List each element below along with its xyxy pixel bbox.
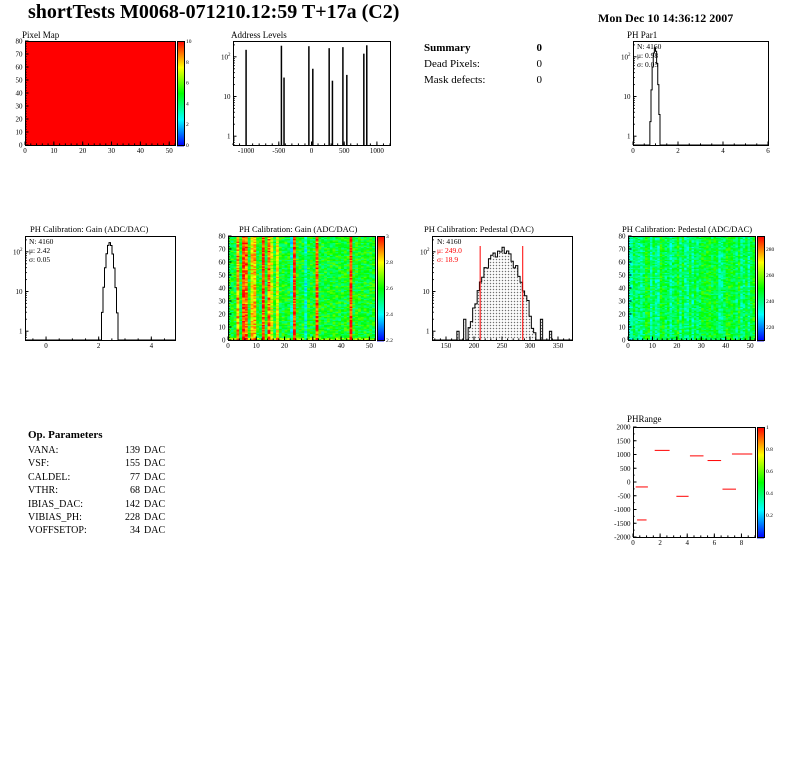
ph-par1-stats: N: 4160 μ: 0.98 σ: 0.05 bbox=[637, 42, 661, 69]
stat-entries: N: 4160 bbox=[637, 42, 662, 51]
pixel-map-heatmap bbox=[8, 37, 204, 156]
summary-value: 0 bbox=[536, 42, 543, 54]
pixel-map-title: Pixel Map bbox=[22, 30, 60, 40]
summary-row-value: 0 bbox=[536, 58, 543, 70]
summary-row: Mask defects: 0 bbox=[424, 74, 546, 90]
gain-heatmap bbox=[212, 232, 398, 351]
op-parameter-value: 139 bbox=[125, 445, 140, 456]
op-parameter-row: IBIAS_DAC: 142 DAC bbox=[28, 499, 178, 512]
stat-sigma: σ: 18.9 bbox=[437, 255, 459, 264]
stat-mean: μ: 2.42 bbox=[29, 246, 51, 255]
op-parameter-unit: DAC bbox=[144, 485, 166, 497]
gain-map-title: PH Calibration: Gain (ADC/DAC) bbox=[239, 224, 358, 234]
summary-row-value: 0 bbox=[536, 74, 543, 86]
op-parameter-label: VOFFSETOP: bbox=[28, 525, 87, 537]
stat-entries: N: 4160 bbox=[29, 237, 54, 246]
op-parameter-unit: DAC bbox=[144, 471, 166, 483]
timestamp: Mon Dec 10 14:36:12 2007 bbox=[598, 11, 734, 25]
pedestal-heatmap bbox=[612, 232, 796, 351]
op-parameter-unit: DAC bbox=[144, 498, 166, 510]
op-parameter-unit: DAC bbox=[144, 525, 166, 537]
summary-panel: Summary 0 Dead Pixels: 0 Mask defects: 0 bbox=[424, 42, 546, 90]
address-levels-histogram bbox=[210, 37, 400, 156]
op-parameter-label: CALDEL: bbox=[28, 471, 71, 483]
address-levels-title: Address Levels bbox=[231, 30, 287, 40]
op-parameter-value: 142 bbox=[125, 498, 140, 510]
stat-mean: μ: 249.0 bbox=[437, 246, 462, 255]
summary-row-label: Dead Pixels: bbox=[424, 58, 480, 70]
pedestal-map-title: PH Calibration: Pedestal (ADC/DAC) bbox=[622, 224, 753, 234]
op-parameter-value: 34 bbox=[130, 525, 140, 537]
stat-sigma: σ: 0.05 bbox=[637, 60, 659, 69]
op-parameter-label: VANA: bbox=[28, 445, 59, 456]
op-parameters-panel: Op. Parameters VANA: 139 DAC VSF: 155 DAC CALD… bbox=[28, 429, 178, 539]
op-parameter-unit: DAC bbox=[144, 511, 166, 523]
op-parameter-row: VTHR: 68 DAC bbox=[28, 485, 178, 498]
op-parameter-label: VIBIAS_PH: bbox=[28, 511, 82, 523]
op-parameter-unit: DAC bbox=[144, 445, 166, 456]
op-parameters-list: VANA: 139 DAC VSF: 155 DAC CALDEL: 77 DAC VTHR: 68… bbox=[28, 445, 178, 539]
op-parameter-row: VIBIAS_PH: 228 DAC bbox=[28, 512, 178, 525]
pedestal-hist-stats: N: 4160 μ: 249.0 σ: 18.9 bbox=[437, 237, 462, 264]
ph-par1-histogram bbox=[600, 37, 790, 156]
pedestal-histogram bbox=[415, 232, 595, 351]
ph-par1-title: PH Par1 bbox=[627, 30, 658, 40]
gain-hist-title: PH Calibration: Gain (ADC/DAC) bbox=[30, 224, 149, 234]
op-parameter-value: 68 bbox=[130, 485, 140, 497]
summary-row-label: Mask defects: bbox=[424, 74, 486, 86]
op-parameter-unit: DAC bbox=[144, 458, 166, 470]
op-parameter-label: IBIAS_DAC: bbox=[28, 498, 84, 510]
op-parameter-value: 228 bbox=[125, 511, 140, 523]
op-parameter-label: VSF: bbox=[28, 458, 50, 470]
summary-title: Summary bbox=[424, 42, 471, 54]
stat-mean: μ: 0.98 bbox=[637, 51, 659, 60]
gain-hist-stats: N: 4160 μ: 2.42 σ: 0.05 bbox=[29, 237, 53, 264]
page-title: shortTests M0068-071210.12:59 T+17a (C2) bbox=[28, 1, 400, 23]
op-parameter-value: 77 bbox=[130, 471, 140, 483]
op-parameter-row: VANA: 139 DAC bbox=[28, 445, 178, 458]
summary-row: Dead Pixels: 0 bbox=[424, 58, 546, 74]
op-parameter-row: VOFFSETOP: 34 DAC bbox=[28, 525, 178, 538]
summary-header-row: Summary 0 bbox=[424, 42, 546, 58]
op-parameter-value: 155 bbox=[125, 458, 140, 470]
op-parameter-label: VTHR: bbox=[28, 485, 58, 497]
ph-range-plot bbox=[600, 423, 796, 550]
stat-entries: N: 4160 bbox=[437, 237, 462, 246]
op-parameter-row: CALDEL: 77 DAC bbox=[28, 472, 178, 485]
gain-histogram bbox=[8, 232, 204, 351]
op-parameters-title: Op. Parameters bbox=[28, 429, 103, 441]
pedestal-hist-title: PH Calibration: Pedestal (DAC) bbox=[424, 224, 534, 234]
ph-range-title: PHRange bbox=[627, 414, 662, 424]
stat-sigma: σ: 0.05 bbox=[29, 255, 51, 264]
op-parameter-row: VSF: 155 DAC bbox=[28, 458, 178, 471]
